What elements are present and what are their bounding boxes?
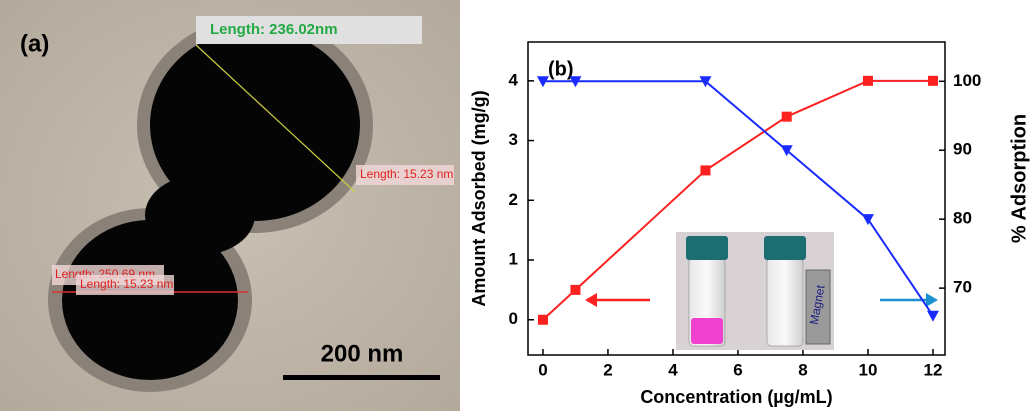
inset-photo: Magnet	[676, 232, 834, 350]
vial	[767, 258, 803, 346]
marker	[863, 76, 873, 86]
x-tick-label: 12	[924, 360, 943, 379]
marker	[862, 214, 874, 225]
y-tick-label: 2	[509, 190, 518, 209]
scale-bar	[283, 375, 440, 380]
scale-bar-label: 200 nm	[321, 340, 404, 367]
panel-label: (a)	[20, 30, 49, 57]
vial-cap	[686, 236, 728, 260]
marker	[927, 311, 939, 322]
y2-tick-label: 90	[953, 140, 972, 159]
y-tick-label: 1	[509, 250, 518, 269]
marker	[782, 112, 792, 122]
marker	[538, 315, 548, 325]
y2-tick-label: 80	[953, 209, 972, 228]
y-tick-label: 3	[509, 130, 518, 149]
x-tick-label: 8	[798, 360, 807, 379]
x-tick-label: 2	[603, 360, 612, 379]
marker	[570, 285, 580, 295]
liquid	[691, 318, 723, 344]
y-axis-label: Amount Adsorbed (mg/g)	[469, 90, 489, 306]
page: {"image_panel": {"label": "(a)", "measur…	[0, 0, 1035, 411]
y2-axis-label: % Adsorption	[1008, 114, 1030, 243]
y2-tick-label: 100	[953, 71, 981, 90]
marker	[700, 165, 710, 175]
figure: Length: 236.02nm Length: 15.23 nm Length…	[0, 0, 1035, 411]
measurement: Length: 15.23 nm	[80, 277, 173, 291]
x-axis-label: Concentration (µg/mL)	[640, 387, 832, 407]
y2-tick-label: 70	[953, 278, 972, 297]
vial-cap	[764, 236, 806, 260]
x-tick-label: 6	[733, 360, 742, 379]
panel-label: (b)	[548, 58, 574, 80]
x-tick-label: 10	[859, 360, 878, 379]
x-tick-label: 0	[538, 360, 547, 379]
x-tick-label: 4	[668, 360, 678, 379]
measurement: Length: 236.02nm	[210, 21, 338, 38]
arrow-head	[926, 293, 938, 307]
marker	[928, 76, 938, 86]
arrow-head	[585, 293, 597, 307]
y-tick-label: 4	[509, 70, 519, 89]
y-tick-label: 0	[509, 309, 518, 328]
measurement: Length: 15.23 nm	[360, 167, 453, 181]
